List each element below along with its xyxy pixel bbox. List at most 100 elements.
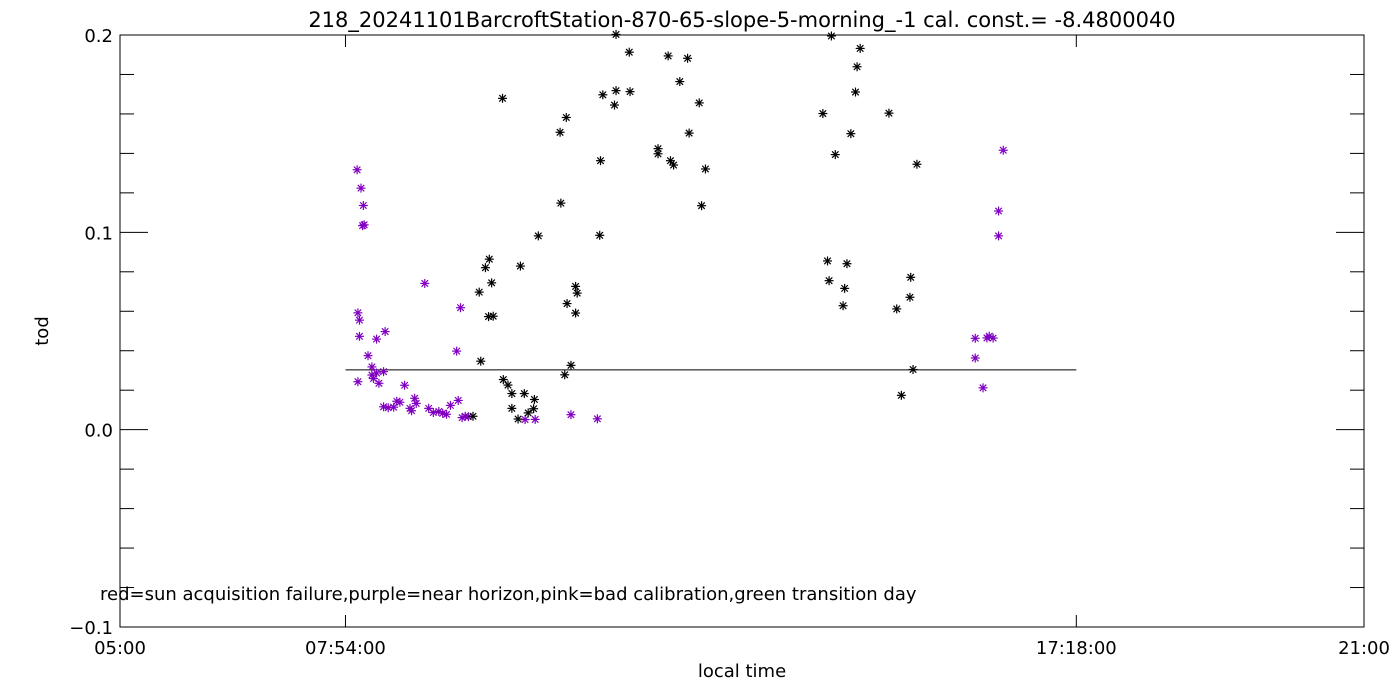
data-point-1-21: [555, 127, 565, 137]
data-point-0-40: [566, 410, 576, 420]
data-point-0-23: [407, 406, 417, 416]
data-point-1-22: [561, 112, 571, 122]
data-point-1-0: [468, 411, 478, 421]
data-point-0-13: [374, 378, 384, 388]
y-tick-label-0: −0.1: [69, 618, 113, 639]
data-point-1-25: [566, 360, 576, 370]
y-tick-label-1: 0.0: [84, 421, 113, 442]
data-point-1-12: [507, 403, 517, 413]
data-point-1-47: [700, 164, 710, 174]
data-point-1-41: [663, 51, 673, 61]
data-point-1-46: [697, 201, 707, 211]
data-point-0-14: [353, 377, 363, 387]
data-point-1-56: [846, 129, 856, 139]
data-point-0-15: [379, 367, 389, 377]
data-point-0-43: [970, 353, 980, 363]
data-point-0-39: [530, 414, 540, 424]
data-point-1-58: [852, 62, 862, 72]
data-point-1-11: [507, 389, 517, 399]
data-point-1-66: [912, 159, 922, 169]
color-legend-note: red=sun acquisition failure,purple=near …: [100, 584, 917, 605]
data-point-1-33: [611, 29, 621, 39]
data-point-0-52: [372, 368, 382, 378]
x-tick-label-3: 21:00: [1338, 638, 1390, 659]
data-point-1-60: [884, 108, 894, 118]
data-point-1-23: [562, 299, 572, 309]
data-point-0-32: [445, 400, 455, 410]
data-point-1-62: [896, 390, 906, 400]
data-point-1-9: [498, 375, 508, 385]
data-point-0-25: [411, 398, 421, 408]
data-point-1-55: [842, 259, 852, 269]
y-axis-tick-labels: −0.1 0.0 0.1 0.2: [69, 26, 113, 639]
data-point-0-34: [456, 303, 466, 313]
data-point-0-8: [363, 351, 373, 361]
data-point-0-6: [354, 315, 364, 325]
data-point-1-18: [529, 394, 539, 404]
data-point-1-4: [484, 254, 494, 264]
data-point-1-19: [533, 231, 543, 241]
data-point-1-29: [595, 230, 605, 240]
data-point-1-31: [598, 90, 608, 100]
data-point-1-45: [694, 98, 704, 108]
y-tick-label-2: 0.1: [84, 223, 113, 244]
x-tick-label-1: 07:54:00: [305, 638, 386, 659]
data-point-1-20: [556, 198, 566, 208]
x-axis-ticks: [119, 35, 1365, 627]
data-point-0-18: [389, 402, 399, 412]
data-point-1-42: [675, 77, 685, 87]
data-point-0-0: [352, 165, 362, 175]
data-point-1-32: [609, 100, 619, 110]
data-point-1-2: [476, 356, 486, 366]
data-point-1-10: [503, 380, 513, 390]
data-point-1-57: [851, 87, 861, 97]
data-point-0-2: [358, 200, 368, 210]
data-point-0-5: [353, 308, 363, 318]
data-point-0-47: [988, 333, 998, 343]
y-axis-label: tod: [32, 316, 53, 346]
data-point-1-14: [515, 261, 525, 271]
data-point-0-53: [453, 395, 463, 405]
data-point-1-40: [669, 160, 679, 170]
data-point-0-51: [380, 327, 390, 337]
data-point-0-44: [978, 383, 988, 393]
data-point-0-38: [520, 415, 530, 425]
x-tick-label-2: 17:18:00: [1036, 638, 1117, 659]
data-point-0-33: [452, 346, 462, 356]
plot-frame: [119, 34, 1365, 628]
data-point-1-44: [684, 128, 694, 138]
data-point-0-21: [400, 380, 410, 390]
x-axis-tick-labels: 05:00 07:54:00 17:18:00 21:00: [94, 638, 1390, 659]
data-point-0-48: [994, 231, 1004, 241]
data-point-0-49: [994, 206, 1004, 216]
data-point-1-16: [523, 408, 533, 418]
data-point-1-35: [625, 87, 635, 97]
data-point-0-24: [410, 393, 420, 403]
data-point-0-4: [359, 220, 369, 230]
data-point-1-27: [571, 308, 581, 318]
data-point-1-63: [905, 292, 915, 302]
data-point-0-7: [354, 331, 364, 341]
data-point-1-64: [906, 272, 916, 282]
data-point-1-30: [595, 156, 605, 166]
data-point-1-17: [529, 404, 539, 414]
data-point-1-59: [855, 43, 865, 53]
data-point-0-1: [356, 183, 366, 193]
data-point-1-3: [480, 263, 490, 273]
data-point-0-26: [420, 278, 430, 288]
data-point-1-48: [818, 109, 828, 119]
data-point-1-28: [572, 288, 582, 298]
x-tick-label-0: 05:00: [94, 638, 146, 659]
data-point-0-10: [367, 362, 377, 372]
data-point-0-20: [395, 397, 405, 407]
data-point-1-50: [824, 276, 834, 286]
data-point-0-41: [592, 414, 602, 424]
data-point-1-49: [823, 256, 833, 266]
data-point-1-8: [498, 93, 508, 103]
data-point-1-15: [519, 389, 529, 399]
data-point-1-65: [908, 364, 918, 374]
y-axis-ticks: [120, 34, 1364, 628]
data-point-1-54: [840, 283, 850, 293]
data-point-1-43: [683, 53, 693, 63]
